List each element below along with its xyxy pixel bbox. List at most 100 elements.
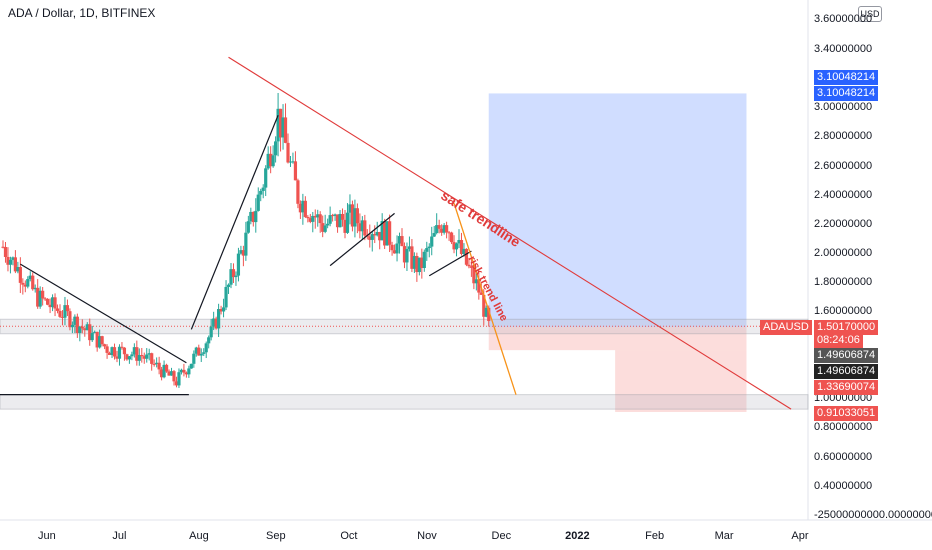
candle-body <box>197 347 201 356</box>
last-price-tag: 1.50170000 <box>814 320 879 335</box>
y-tick-label: 1.60000000 <box>814 305 873 317</box>
candle-body <box>338 213 342 228</box>
candle-body <box>328 215 332 224</box>
candle-body <box>1 246 5 248</box>
candle-body <box>202 352 206 354</box>
candle-body <box>65 305 70 312</box>
candle-body <box>264 168 268 188</box>
candle-body <box>452 242 456 250</box>
candle-body <box>75 316 79 333</box>
candle-body <box>241 250 245 256</box>
support-zone-lower <box>0 394 809 410</box>
candle-body <box>335 214 340 228</box>
currency-button[interactable]: USD <box>858 6 882 22</box>
candle-body <box>415 255 419 273</box>
candle-body <box>43 298 47 300</box>
candle-body <box>417 257 421 273</box>
candle-body <box>187 368 191 375</box>
stop-price-tag: 1.33690074 <box>814 380 879 395</box>
candle-body <box>249 211 253 222</box>
candle-body <box>318 214 322 224</box>
candle-body <box>117 346 122 359</box>
stop-zone-near <box>488 327 747 351</box>
candle-body <box>93 331 97 333</box>
candle-body <box>115 356 119 359</box>
candle-body <box>80 326 84 329</box>
candle-body <box>397 236 402 244</box>
candle-body <box>380 221 384 241</box>
candle-body <box>73 316 77 325</box>
candle-body <box>70 324 74 328</box>
candle-body <box>122 347 127 355</box>
candle-body <box>199 353 203 356</box>
entry-price-tag: 1.49606874 <box>814 348 879 363</box>
candle-body <box>395 243 399 254</box>
candle-body <box>301 200 305 213</box>
candle-body <box>432 233 436 237</box>
candle-body <box>38 290 42 307</box>
rally-trendline <box>190 115 279 330</box>
y-tick-label: 3.00000000 <box>814 101 873 113</box>
candle-body <box>373 234 377 236</box>
candle-body <box>239 250 243 254</box>
candle-body <box>276 108 280 142</box>
candle-body <box>145 354 149 359</box>
candle-body <box>21 282 25 285</box>
candle-body <box>445 225 449 233</box>
candle-body <box>219 309 223 312</box>
candle-body <box>68 311 72 328</box>
candle-body <box>313 215 317 218</box>
candle-body <box>375 232 379 236</box>
candle-body <box>8 259 13 265</box>
countdown-tag: 08:24:06 <box>814 333 863 348</box>
y-tick-label: 1.80000000 <box>814 276 873 288</box>
candle-body <box>103 344 107 347</box>
candle-body <box>286 142 290 163</box>
candle-body <box>162 364 166 378</box>
candle-body <box>226 284 231 287</box>
candle-body <box>3 247 8 257</box>
candle-body <box>256 194 260 211</box>
candle-body <box>132 347 136 355</box>
candle-body <box>296 180 300 204</box>
candle-body <box>231 269 236 278</box>
candle-body <box>217 309 221 329</box>
candle-body <box>340 213 345 220</box>
candle-body <box>363 220 367 236</box>
candle-body <box>345 212 350 233</box>
candle-body <box>244 232 248 256</box>
candle-body <box>112 347 117 357</box>
candle-body <box>331 215 335 217</box>
candle-body <box>484 307 488 317</box>
candle-body <box>353 208 357 227</box>
target-price-tag-2: 3.10048214 <box>814 86 879 101</box>
candle-body <box>85 324 89 331</box>
y-tick-label: 3.40000000 <box>814 43 873 55</box>
y-tick-label: 2.40000000 <box>814 189 873 201</box>
candle-body <box>204 343 208 353</box>
candle-body <box>343 219 347 233</box>
candle-body <box>177 372 181 386</box>
candle-body <box>33 287 37 290</box>
candle-body <box>306 216 310 219</box>
candle-body <box>212 318 216 327</box>
candle-body <box>261 187 265 191</box>
candle-body <box>221 307 226 312</box>
candle-body <box>303 200 307 217</box>
support-zone-upper <box>0 318 809 335</box>
candle-body <box>107 352 112 356</box>
candle-body <box>457 239 461 244</box>
candle-body <box>385 221 389 246</box>
y-tick-label: 2.80000000 <box>814 130 873 142</box>
candle-body <box>135 347 139 361</box>
y-tick-label: 2.60000000 <box>814 160 873 172</box>
candle-body <box>311 215 315 222</box>
candle-body <box>167 371 171 376</box>
candle-body <box>259 190 263 195</box>
candle-body <box>291 161 295 163</box>
candle-body <box>422 251 426 269</box>
candle-body <box>48 304 52 308</box>
candle-body <box>164 364 169 372</box>
candle-body <box>407 246 412 249</box>
